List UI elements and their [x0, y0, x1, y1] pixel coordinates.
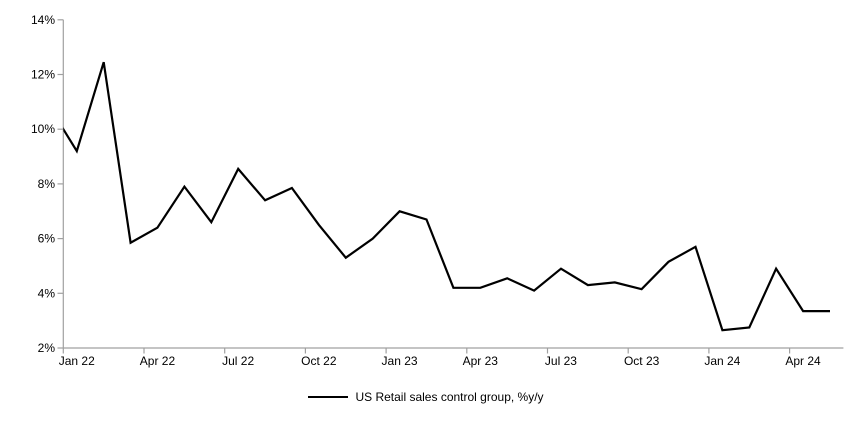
- x-tick-label: Apr 24: [785, 354, 821, 368]
- y-tick-label: 8%: [38, 177, 56, 191]
- x-tick-label: Jan 22: [59, 354, 95, 368]
- y-tick-label: 12%: [31, 68, 55, 82]
- legend: US Retail sales control group, %y/y: [0, 389, 852, 405]
- y-tick-label: 4%: [38, 286, 56, 300]
- x-tick-label: Jul 23: [545, 354, 577, 368]
- data-line-retail-sales: [63, 61, 830, 332]
- y-tick-label: 10%: [31, 122, 55, 136]
- y-tick-label: 2%: [38, 341, 56, 355]
- legend-label: US Retail sales control group, %y/y: [355, 390, 544, 404]
- x-tick-label: Apr 23: [463, 354, 499, 368]
- x-tick-label: Oct 23: [624, 354, 660, 368]
- x-tick-label: Jul 22: [222, 354, 254, 368]
- x-tick-label: Jan 23: [382, 354, 418, 368]
- x-tick-label: Oct 22: [301, 354, 337, 368]
- y-tick-label: 14%: [31, 13, 55, 27]
- y-tick-label: 6%: [38, 232, 56, 246]
- x-tick-label: Jan 24: [704, 354, 740, 368]
- x-tick-label: Apr 22: [140, 354, 176, 368]
- legend-line-sample: [308, 396, 349, 398]
